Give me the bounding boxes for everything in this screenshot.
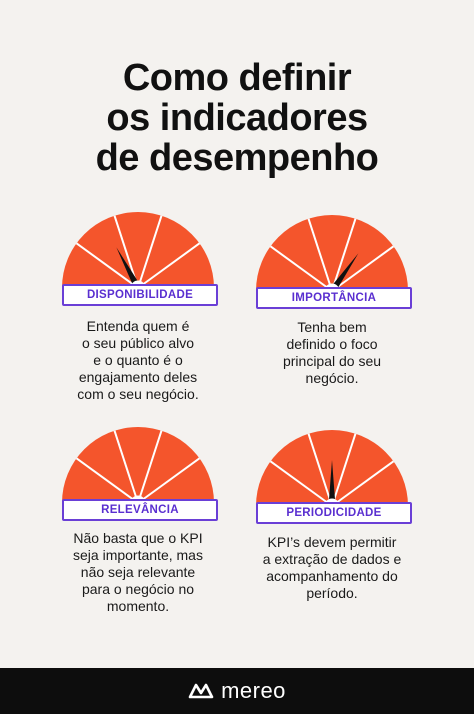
footer-bar: mereo: [0, 668, 474, 714]
desc-line: o seu público alvo: [81, 335, 195, 351]
desc-line: Não basta que o KPI: [73, 530, 203, 546]
label-disponibilidade: DISPONIBILIDADE: [62, 284, 218, 306]
gauge-divider: [331, 245, 395, 292]
desc-line: KPI’s devem permitir: [267, 534, 397, 550]
gauge-divider: [307, 218, 333, 292]
gauge-divider: [113, 430, 139, 504]
desc-line: momento.: [106, 598, 170, 614]
gauge-divider: [137, 457, 201, 504]
brand-name: mereo: [221, 678, 286, 703]
gauge-divider: [269, 460, 333, 507]
desc-line: a extração de dados e: [262, 551, 402, 567]
gauge-divider: [269, 245, 333, 292]
desc-relevancia: Não basta que o KPI seja importante, mas…: [48, 530, 228, 615]
desc-importancia: Tenha bem definido o foco principal do s…: [242, 319, 422, 387]
desc-line: para o negócio no: [81, 581, 195, 597]
desc-line: e o quanto é o: [93, 352, 183, 368]
mereo-logo-icon: [188, 683, 214, 699]
desc-line: definido o foco: [286, 336, 378, 352]
desc-line: acompanhamento do: [266, 568, 398, 584]
desc-line: período.: [306, 585, 358, 601]
desc-line: seja importante, mas: [73, 547, 203, 563]
gauge-dial: [62, 212, 214, 288]
desc-line: Tenha bem: [297, 319, 367, 335]
desc-line: negócio.: [305, 370, 359, 386]
label-periodicidade: PERIODICIDADE: [256, 502, 412, 524]
gauge-divider: [137, 242, 201, 289]
desc-line: principal do seu: [282, 353, 382, 369]
gauge-dial: [256, 215, 408, 291]
gauge-divider: [137, 215, 163, 289]
gauge-needle: [116, 247, 142, 290]
gauge-dial: [62, 427, 214, 503]
desc-line: com o seu negócio.: [77, 386, 199, 402]
gauge-divider: [75, 457, 139, 504]
desc-line: Entenda quem é: [86, 318, 190, 334]
gauge-divider: [331, 218, 357, 292]
title-line-1: Como definir: [122, 57, 352, 99]
brand-logo[interactable]: mereo: [0, 668, 474, 714]
gauge-needle: [328, 460, 336, 506]
desc-periodicidade: KPI’s devem permitir a extração de dados…: [242, 534, 422, 602]
desc-line: não seja relevante: [80, 564, 196, 580]
gauge-disponibilidade: [62, 212, 214, 296]
title-line-3: de desempenho: [95, 137, 379, 179]
gauge-divider: [307, 433, 333, 507]
label-relevancia: RELEVÂNCIA: [62, 499, 218, 521]
gauge-needle: [329, 253, 359, 294]
title-line-2: os indicadores: [106, 97, 368, 139]
label-importancia: IMPORTÂNCIA: [256, 287, 412, 309]
gauge-divider: [75, 242, 139, 289]
gauge-divider: [331, 460, 395, 507]
gauge-divider: [137, 430, 163, 504]
desc-line: engajamento deles: [78, 369, 198, 385]
page-title: Como definir os indicadores de desempenh…: [0, 58, 474, 178]
gauge-divider: [331, 433, 357, 507]
desc-disponibilidade: Entenda quem é o seu público alvo e o qu…: [48, 318, 228, 403]
